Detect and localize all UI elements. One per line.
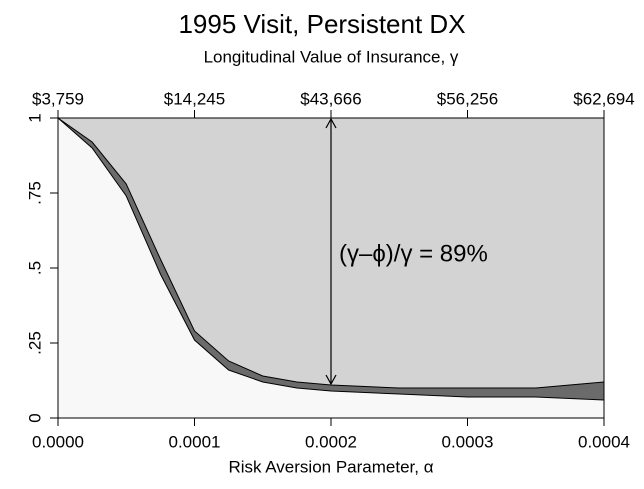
x-tick-label: 0.0003 bbox=[442, 432, 494, 451]
y-tick-label: .25 bbox=[25, 331, 44, 355]
y-tick-label: 1 bbox=[25, 113, 44, 122]
arrow-head bbox=[325, 117, 337, 129]
x2-tick-label: $43,666 bbox=[300, 89, 361, 108]
annotation: (γ–ϕ)/γ = 89% bbox=[339, 240, 488, 267]
x2-tick-label: $62,694 bbox=[573, 89, 634, 108]
x-tick-label: 0.0000 bbox=[32, 432, 84, 451]
curve bbox=[57, 117, 605, 389]
y-tick-label: .75 bbox=[25, 181, 44, 205]
x-tick-label: 0.0002 bbox=[305, 432, 357, 451]
x2-tick-label: $56,256 bbox=[437, 89, 498, 108]
arrow-head bbox=[325, 374, 337, 386]
x2-axis-label: Longitudinal Value of Insurance, γ bbox=[204, 47, 459, 66]
x-axis-label: Risk Aversion Parameter, α bbox=[228, 457, 433, 476]
y-tick-label: 0 bbox=[25, 413, 44, 422]
x-tick-label: 0.0001 bbox=[169, 432, 221, 451]
x2-tick-label: $14,245 bbox=[164, 89, 225, 108]
x2-tick-label: $3,759 bbox=[32, 89, 84, 108]
y-tick-label: .5 bbox=[25, 261, 44, 275]
chart-title: 1995 Visit, Persistent DX bbox=[178, 9, 465, 39]
x-tick-label: 0.0004 bbox=[578, 432, 630, 451]
curve bbox=[57, 117, 605, 401]
